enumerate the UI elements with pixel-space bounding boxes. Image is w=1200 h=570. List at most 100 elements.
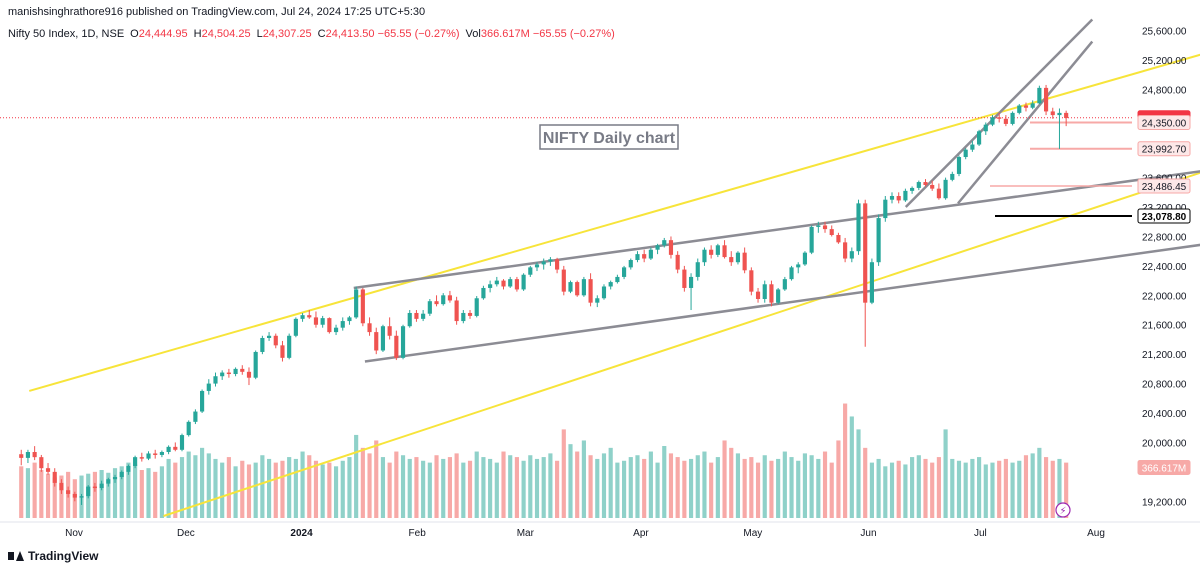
volume-bar: [682, 460, 687, 518]
volume-bar: [313, 460, 319, 518]
candle: [869, 262, 874, 303]
symbol-name[interactable]: Nifty 50 Index, 1D, NSE: [8, 28, 125, 40]
volume-bar: [186, 451, 191, 518]
candle: [729, 257, 734, 263]
volume-bar: [595, 458, 600, 518]
x-tick-label: Feb: [409, 528, 427, 539]
volume-bar: [112, 468, 118, 518]
volume-bar: [421, 460, 426, 518]
volume-bar: [119, 466, 124, 518]
x-tick-label: May: [743, 528, 762, 539]
volume-bar: [601, 453, 607, 518]
candle: [467, 312, 473, 316]
volume-bar: [983, 464, 988, 518]
candle: [755, 291, 761, 299]
candle: [675, 254, 680, 270]
candle: [347, 317, 352, 322]
flash-icon: [1055, 502, 1071, 518]
candle: [126, 465, 131, 472]
y-tick-label: 21,200.00: [1142, 350, 1187, 361]
candle: [1003, 118, 1008, 124]
candle: [588, 279, 593, 303]
volume-bar: [561, 429, 566, 518]
candle: [789, 267, 794, 280]
volume-bar: [427, 462, 432, 518]
change-value: −65.55 (−0.27%): [377, 28, 460, 40]
x-tick-label: Jul: [974, 528, 987, 539]
candle: [581, 279, 586, 296]
volume-bar: [39, 470, 44, 518]
candle: [266, 335, 272, 338]
yellow-trendline: [163, 171, 1200, 517]
candle: [849, 251, 854, 259]
price-label-box: [1137, 141, 1191, 157]
candle: [407, 312, 412, 327]
high-value: 24,504.25: [201, 28, 251, 40]
y-tick-label: 20,800.00: [1142, 380, 1187, 391]
candle: [233, 368, 238, 375]
candle: [1050, 111, 1055, 116]
volume-bar: [1057, 458, 1062, 518]
volume-bar: [19, 466, 24, 518]
candle: [240, 368, 245, 372]
candle: [434, 301, 439, 305]
volume-bar: [735, 453, 741, 518]
volume-bar: [588, 455, 593, 518]
candle: [1043, 87, 1049, 112]
candle: [414, 312, 419, 319]
volume-bar: [903, 464, 908, 518]
x-tick-label: Nov: [65, 528, 83, 539]
price-label-box: [1137, 459, 1191, 475]
volume-bar: [568, 444, 573, 518]
volume-bar: [910, 457, 915, 518]
candle: [146, 453, 151, 459]
candle: [816, 225, 821, 227]
price-label: 24,350.00: [1142, 118, 1187, 129]
candle: [883, 199, 888, 219]
candle: [153, 453, 158, 455]
volume-bar: [447, 457, 453, 518]
candle: [1064, 112, 1069, 119]
volume-bar: [776, 458, 781, 518]
gray-trendline: [364, 243, 1200, 363]
candle: [427, 301, 432, 314]
y-tick-label: 25,200.00: [1142, 56, 1187, 67]
low-value: 24,307.25: [262, 28, 312, 40]
volume-bar: [789, 457, 794, 518]
volume-bar: [246, 464, 252, 518]
volume-bar: [92, 471, 97, 518]
y-tick-label: 22,000.00: [1142, 291, 1187, 302]
x-tick-label: Dec: [177, 528, 195, 539]
volume-bar: [414, 457, 419, 518]
candle: [642, 254, 647, 259]
volume-bar: [166, 458, 171, 518]
y-tick-label: 20,000.00: [1142, 438, 1187, 449]
price-label: 366.617M: [1142, 463, 1186, 474]
volume-bar: [374, 440, 379, 518]
price-label-box: [1137, 178, 1191, 194]
candle: [943, 179, 948, 199]
candle: [133, 457, 138, 466]
candle: [615, 276, 620, 283]
volume-bar: [1037, 447, 1042, 518]
candle: [327, 318, 332, 333]
candle: [682, 269, 687, 288]
candle: [555, 259, 560, 270]
volume-bar: [106, 472, 111, 518]
candle: [66, 490, 71, 494]
candle: [200, 390, 205, 412]
x-tick-label: Aug: [1087, 528, 1105, 539]
close-value: 24,413.50: [325, 28, 375, 40]
volume-bar: [1030, 453, 1035, 518]
candle: [648, 249, 653, 259]
candle: [715, 245, 720, 255]
volume-bar: [441, 458, 446, 518]
volume-bar: [139, 470, 144, 518]
volume-bar: [715, 457, 720, 518]
volume-bar: [434, 455, 439, 518]
volume-bar: [360, 447, 365, 518]
volume-bar: [622, 460, 627, 518]
vol-label: Vol: [465, 28, 481, 40]
annotation-box: [539, 124, 679, 150]
